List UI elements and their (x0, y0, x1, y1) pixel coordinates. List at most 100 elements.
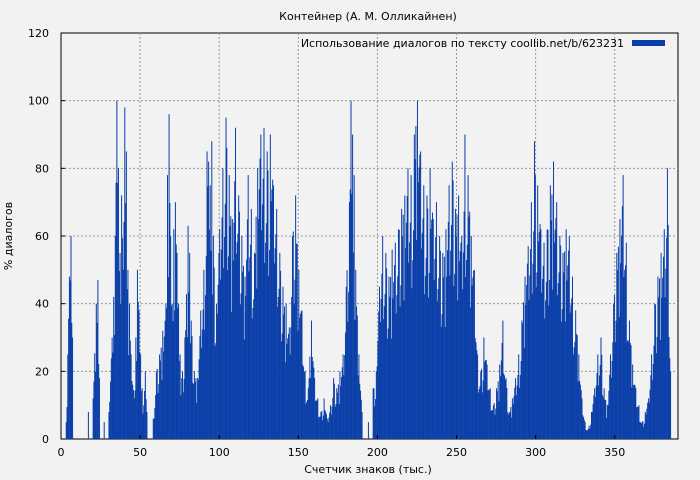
bar (219, 229, 221, 439)
bar (321, 410, 323, 439)
bar (501, 342, 503, 439)
bar (659, 278, 661, 439)
bar (387, 328, 389, 439)
bar (190, 320, 192, 439)
bar (348, 291, 350, 439)
bar (614, 342, 616, 439)
bar (257, 168, 259, 440)
bar (530, 249, 532, 439)
bar (587, 428, 589, 439)
bar (346, 270, 348, 439)
bar (296, 243, 298, 439)
bar (631, 387, 633, 439)
bar (409, 242, 411, 439)
bar (280, 341, 282, 439)
bar (213, 267, 215, 439)
bar (518, 354, 520, 439)
bar (621, 235, 623, 439)
bar (554, 229, 556, 439)
bar (125, 151, 127, 439)
bar (155, 371, 157, 439)
bar (186, 337, 188, 439)
bar (579, 384, 581, 439)
bar (325, 414, 327, 439)
bar (345, 286, 347, 439)
bar (333, 383, 335, 439)
bar (414, 159, 416, 439)
bar (170, 236, 172, 439)
bar (341, 376, 343, 439)
bar (115, 182, 117, 439)
bar (464, 134, 466, 439)
bar (647, 402, 649, 439)
bar (462, 252, 464, 439)
bar (335, 404, 337, 439)
bar (511, 417, 513, 439)
bar (508, 411, 510, 439)
y-tick-label: 20 (35, 365, 49, 378)
bar (279, 252, 281, 439)
bar (534, 141, 536, 439)
bar (666, 168, 668, 440)
bar (433, 280, 435, 439)
bar (428, 272, 430, 439)
bar (139, 352, 141, 439)
bar (201, 329, 203, 439)
bar (348, 202, 350, 439)
bar (175, 244, 177, 439)
bar (135, 337, 137, 439)
bar (659, 339, 661, 439)
bar (581, 398, 583, 439)
bar (439, 250, 441, 439)
bar (132, 390, 134, 439)
bar (664, 297, 666, 439)
bar (172, 321, 174, 439)
bar (231, 219, 233, 439)
bar (469, 307, 471, 439)
bar (209, 185, 211, 439)
bar (524, 276, 526, 439)
bar (443, 277, 445, 439)
bar (295, 243, 297, 439)
bar (450, 224, 452, 439)
bar (424, 275, 426, 439)
bar (189, 343, 191, 439)
bar (286, 343, 288, 439)
bar (154, 407, 156, 439)
bar (466, 244, 468, 439)
bar (462, 289, 464, 439)
bar (318, 417, 320, 439)
bar (579, 380, 581, 439)
bar (140, 354, 142, 439)
bar (223, 268, 225, 439)
y-axis-ticks: 0 20 40 60 80 100 120 (28, 27, 65, 446)
bar (602, 397, 604, 439)
bar (637, 406, 639, 439)
bar (419, 154, 421, 439)
bar (627, 339, 629, 439)
bar (474, 337, 476, 439)
bar (244, 276, 246, 439)
bar (314, 378, 316, 439)
bar (493, 402, 495, 439)
bar (461, 236, 463, 439)
bar (608, 390, 610, 439)
bar (435, 237, 437, 439)
bar (121, 195, 123, 439)
bar (609, 374, 611, 439)
bar (332, 397, 334, 439)
bar (355, 269, 357, 439)
bar (132, 384, 134, 439)
bar (662, 277, 664, 439)
bar (446, 276, 448, 439)
bar (210, 250, 212, 439)
bar (120, 303, 122, 439)
bar (397, 229, 399, 439)
bar (282, 286, 284, 439)
bar (386, 338, 388, 439)
bar (445, 229, 447, 439)
x-tick-label: 0 (58, 446, 65, 459)
bar (572, 276, 574, 439)
bar (657, 276, 659, 439)
bar (656, 336, 658, 439)
